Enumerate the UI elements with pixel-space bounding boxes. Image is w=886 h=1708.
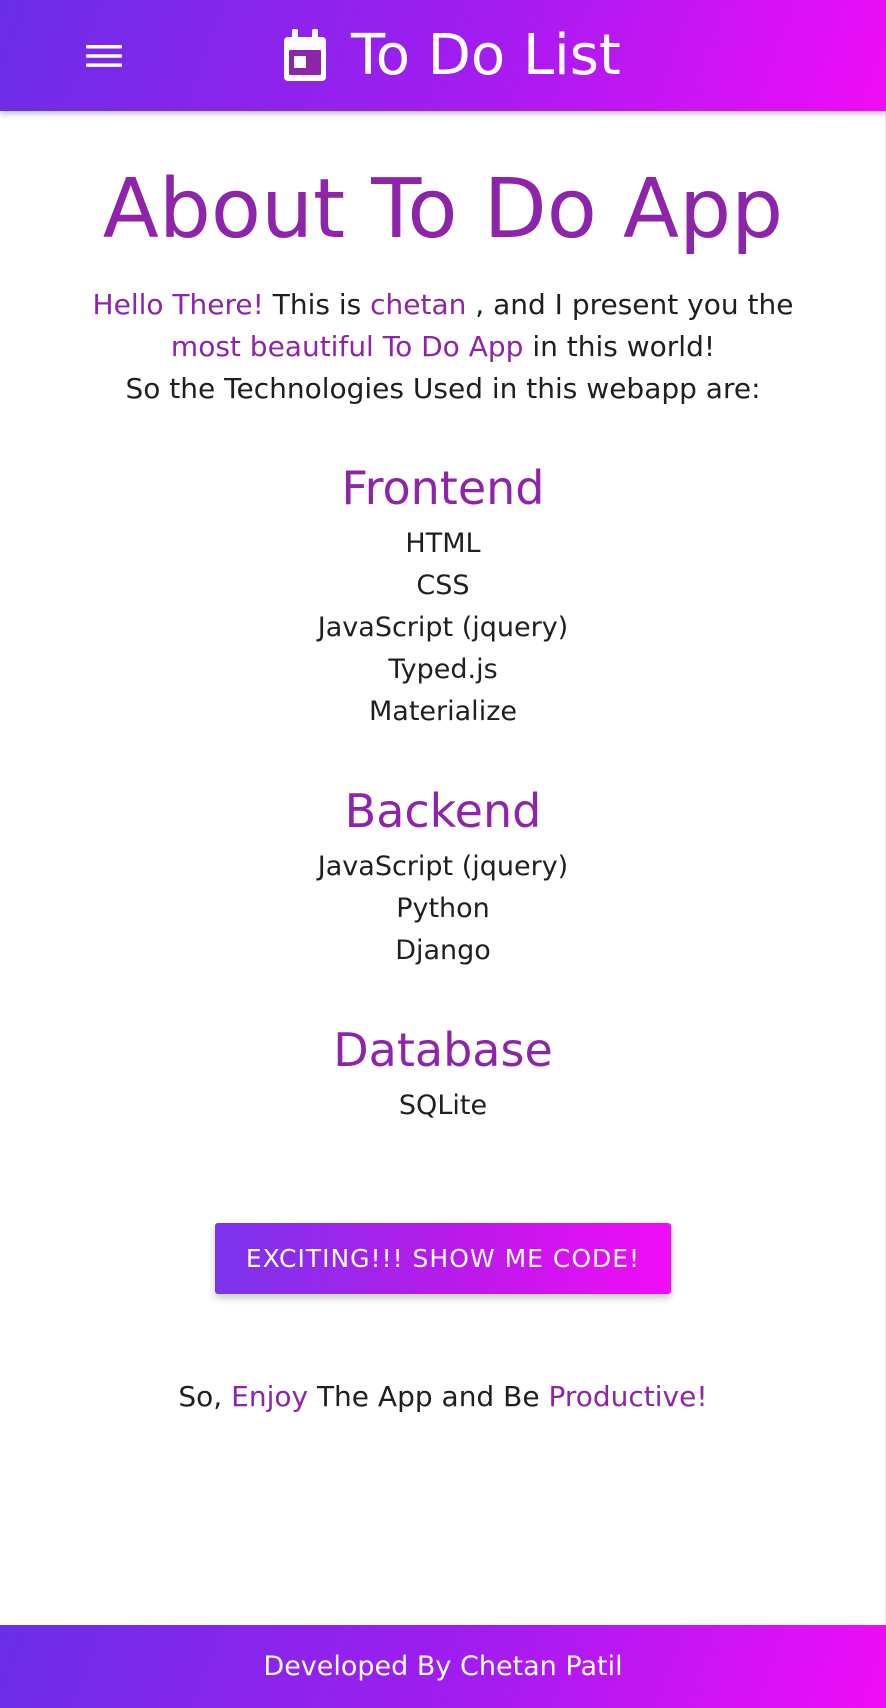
frontend-section: Frontend HTML CSS JavaScript (jquery) Ty… (0, 462, 886, 733)
calendar-icon (284, 29, 326, 81)
frontend-tech-item: Materialize (369, 696, 517, 728)
technologies-text: So the Technologies Used in this webapp … (125, 372, 761, 406)
footer-credit: Developed By Chetan Patil (263, 1651, 623, 1682)
frontend-tech-item: HTML (405, 528, 481, 560)
backend-tech-item: Django (395, 934, 491, 966)
beautiful-app-text: most beautiful To Do App (170, 330, 524, 364)
intro-paragraph: Hello There! This is chetan , and I pres… (63, 284, 823, 410)
backend-tech-list: JavaScript (jquery) Python Django (0, 846, 886, 972)
productive-text: Productive! (548, 1379, 708, 1413)
frontend-tech-list: HTML CSS JavaScript (jquery) Typed.js Ma… (0, 523, 886, 733)
database-heading: Database (333, 1022, 553, 1077)
frontend-heading: Frontend (341, 461, 545, 516)
backend-heading: Backend (344, 784, 542, 839)
backend-tech-item: JavaScript (jquery) (317, 850, 569, 882)
database-tech-item: SQLite (398, 1089, 488, 1121)
database-tech-list: SQLite (0, 1085, 886, 1127)
brand-link[interactable]: To Do List (277, 16, 621, 96)
top-navbar: To Do List (0, 0, 886, 111)
enjoy-text: Enjoy (231, 1379, 309, 1413)
menu-icon (86, 45, 122, 67)
frontend-tech-item: JavaScript (jquery) (317, 612, 569, 644)
frontend-tech-item: CSS (416, 570, 470, 602)
page-title: About To Do App (102, 162, 784, 257)
closing-middle-text: The App and Be (316, 1379, 540, 1413)
greeting-text: Hello There! (92, 288, 264, 322)
code-button-wrapper: EXCITING!!! SHOW ME CODE! (0, 1222, 886, 1294)
author-name-text: chetan (370, 288, 467, 322)
intro-this-is-text: This is (272, 288, 362, 322)
world-text: in this world! (532, 330, 716, 364)
show-code-button[interactable]: EXCITING!!! SHOW ME CODE! (215, 1222, 671, 1294)
intro-present-text: , and I present you the (475, 288, 794, 322)
menu-button[interactable] (78, 34, 130, 78)
page-footer: Developed By Chetan Patil (0, 1625, 886, 1708)
backend-tech-item: Python (396, 892, 490, 924)
backend-section: Backend JavaScript (jquery) Python Djang… (0, 785, 886, 972)
closing-message: So, Enjoy The App and Be Productive! (0, 1376, 886, 1418)
about-page-content: About To Do App Hello There! This is che… (0, 111, 886, 1418)
database-section: Database SQLite (0, 1024, 886, 1127)
closing-prefix-text: So, (178, 1379, 223, 1413)
app-title: To Do List (351, 23, 621, 88)
frontend-tech-item: Typed.js (388, 654, 498, 686)
